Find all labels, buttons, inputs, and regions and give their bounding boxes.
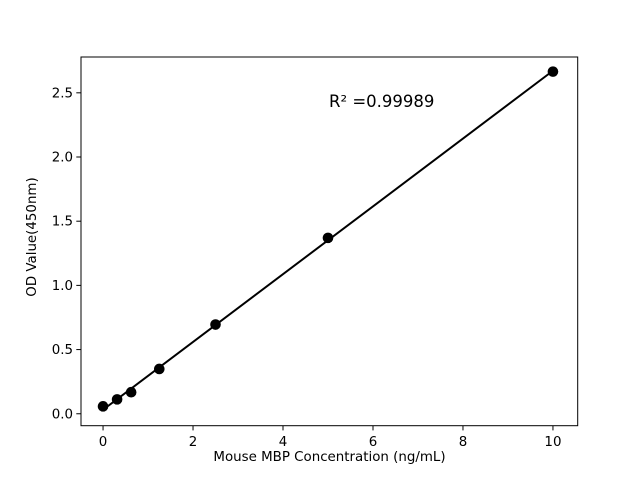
data-point bbox=[153, 363, 165, 375]
x-tick-label: 10 bbox=[544, 435, 561, 450]
y-tick-label: 2.0 bbox=[52, 151, 73, 166]
data-point bbox=[547, 66, 559, 77]
y-tick-label: 0.5 bbox=[52, 343, 73, 358]
data-point bbox=[125, 386, 137, 398]
x-tick-label: 2 bbox=[189, 435, 198, 450]
y-tick-label: 0.0 bbox=[52, 407, 73, 422]
x-tick-label: 6 bbox=[369, 435, 378, 450]
r-squared-annotation: R² =0.99989 bbox=[329, 92, 435, 111]
y-tick-label: 1.5 bbox=[52, 215, 73, 230]
y-tick-label: 2.5 bbox=[52, 86, 73, 101]
x-tick-label: 4 bbox=[279, 435, 288, 450]
y-axis-label: OD Value(450nm) bbox=[24, 177, 40, 297]
y-tick-label: 1.0 bbox=[52, 279, 73, 294]
data-point bbox=[210, 319, 221, 330]
x-tick-label: 8 bbox=[459, 435, 468, 450]
x-axis-label: Mouse MBP Concentration (ng/mL) bbox=[213, 450, 446, 465]
plot-border bbox=[80, 56, 579, 427]
data-point bbox=[111, 394, 123, 405]
x-tick-label: 0 bbox=[99, 435, 108, 450]
data-point bbox=[322, 232, 334, 244]
data-point bbox=[97, 401, 109, 412]
